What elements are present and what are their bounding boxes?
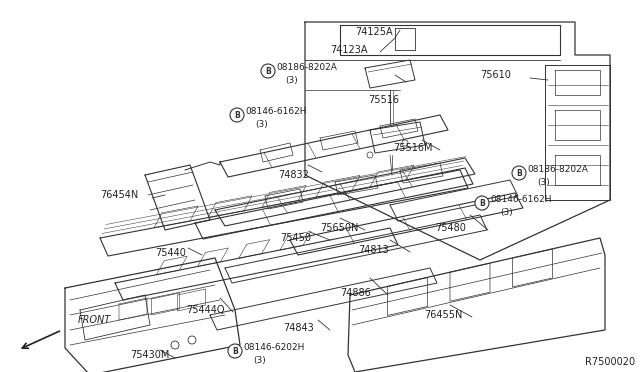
Text: B: B	[234, 110, 240, 119]
Text: (3): (3)	[537, 177, 550, 186]
Text: B: B	[265, 67, 271, 76]
Text: 75440: 75440	[155, 248, 186, 258]
Circle shape	[512, 166, 526, 180]
Text: 76454N: 76454N	[100, 190, 138, 200]
Text: (3): (3)	[253, 356, 266, 365]
Text: 08146-6202H: 08146-6202H	[243, 343, 305, 353]
Text: 75430M: 75430M	[130, 350, 170, 360]
Text: 74123A: 74123A	[330, 45, 367, 55]
Text: 75480: 75480	[435, 223, 466, 233]
Text: 75444Q: 75444Q	[186, 305, 225, 315]
Text: 08146-6162H: 08146-6162H	[490, 196, 552, 205]
Text: B: B	[232, 346, 238, 356]
Circle shape	[475, 196, 489, 210]
Circle shape	[261, 64, 275, 78]
Text: 08186-8202A: 08186-8202A	[276, 64, 337, 73]
Text: B: B	[516, 169, 522, 177]
Text: 08146-6162H: 08146-6162H	[245, 108, 307, 116]
Text: 74886: 74886	[340, 288, 371, 298]
Text: R7500020: R7500020	[585, 357, 635, 367]
Text: 75450: 75450	[280, 233, 311, 243]
Text: 08186-8202A: 08186-8202A	[527, 166, 588, 174]
Text: FRONT: FRONT	[78, 315, 111, 325]
Text: 75610: 75610	[480, 70, 511, 80]
Text: 74813: 74813	[358, 245, 388, 255]
Text: B: B	[479, 199, 485, 208]
Text: 75516M: 75516M	[393, 143, 433, 153]
Circle shape	[228, 344, 242, 358]
Text: (3): (3)	[500, 208, 513, 217]
Text: 76455N: 76455N	[424, 310, 462, 320]
Text: 74832: 74832	[278, 170, 309, 180]
Text: 74843: 74843	[283, 323, 314, 333]
Text: (3): (3)	[255, 119, 268, 128]
Text: 75650N: 75650N	[320, 223, 358, 233]
Circle shape	[230, 108, 244, 122]
Text: (3): (3)	[285, 76, 298, 84]
Text: 74125A: 74125A	[355, 27, 392, 37]
Text: 75516: 75516	[368, 95, 399, 105]
